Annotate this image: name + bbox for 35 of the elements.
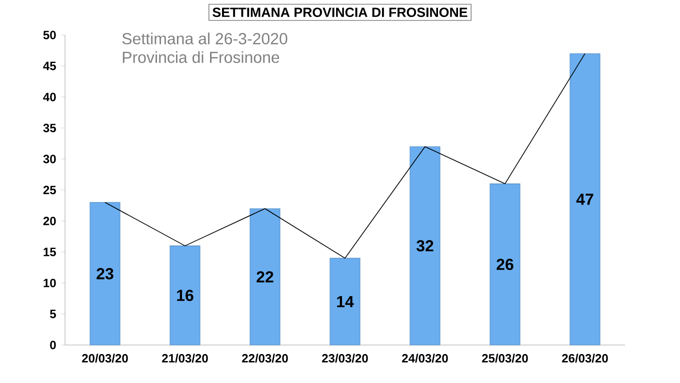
x-tick-label: 20/03/20 — [82, 354, 128, 363]
data-label: 47 — [576, 194, 594, 205]
data-label: 14 — [337, 296, 354, 308]
x-tick-label: 23/03/20 — [322, 354, 368, 363]
chart-title: SETTIMANA PROVINCIA DI FROSINONE — [212, 8, 468, 18]
bar — [90, 202, 120, 346]
x-tick-label: 25/03/20 — [482, 354, 528, 363]
y-tick-label: 10 — [44, 278, 56, 288]
y-tick-label: 20 — [43, 216, 56, 226]
bar — [250, 208, 280, 346]
bar — [490, 184, 520, 346]
y-tick-label: 40 — [43, 92, 56, 102]
data-label: 23 — [96, 268, 114, 280]
y-tick-label: 30 — [43, 154, 56, 164]
bar — [410, 146, 440, 346]
x-tick-label: 26/03/20 — [562, 354, 608, 363]
x-tick-label: 24/03/20 — [402, 354, 448, 363]
data-label: 16 — [177, 290, 194, 302]
x-tick-label: 21/03/20 — [162, 354, 208, 363]
bar — [330, 258, 360, 346]
y-tick-label: 45 — [43, 62, 56, 70]
data-label: 32 — [416, 240, 434, 252]
y-tick-label: 35 — [43, 124, 56, 132]
y-tick-label: 25 — [43, 186, 56, 194]
data-label: 22 — [256, 271, 274, 282]
bar — [570, 53, 600, 346]
x-tick-label: 22/03/20 — [242, 354, 288, 363]
y-tick-label: 0 — [50, 340, 56, 350]
bar — [170, 246, 200, 346]
y-tick-label: 15 — [44, 248, 56, 256]
annotation: Provincia di Frosinone — [122, 51, 280, 64]
y-tick-label: 50 — [43, 30, 56, 40]
data-label: 26 — [496, 258, 514, 270]
chart-subtitle: Settimana al 26-3-2020 — [122, 32, 288, 44]
y-tick-label: 5 — [50, 310, 56, 318]
